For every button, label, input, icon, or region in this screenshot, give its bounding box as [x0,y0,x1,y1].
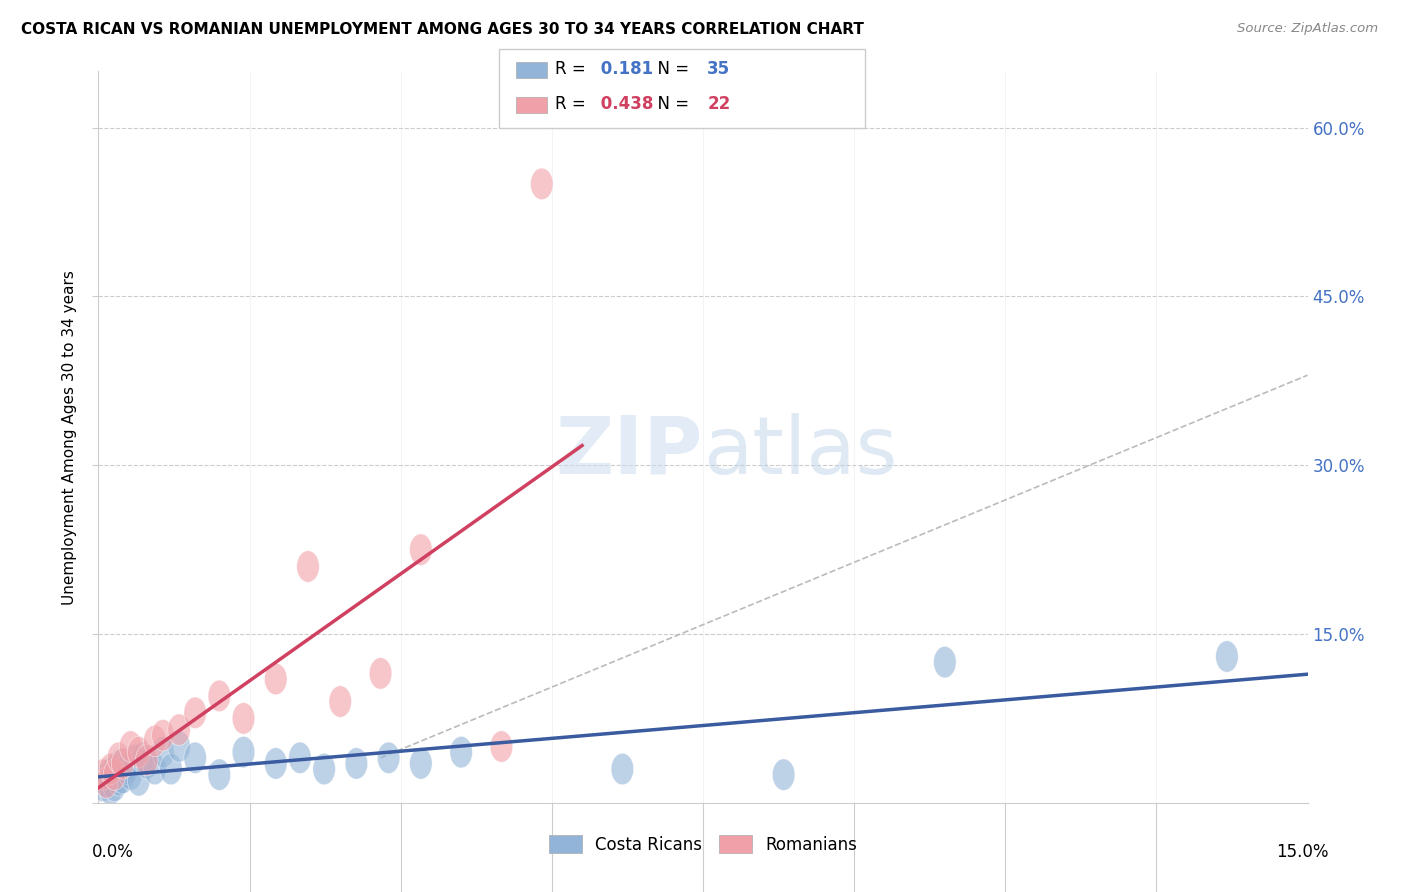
Y-axis label: Unemployment Among Ages 30 to 34 years: Unemployment Among Ages 30 to 34 years [62,269,77,605]
Ellipse shape [103,759,125,790]
Ellipse shape [132,742,155,773]
Ellipse shape [772,759,794,790]
Ellipse shape [160,753,183,785]
Text: R =: R = [555,95,592,113]
Ellipse shape [208,759,231,790]
Ellipse shape [111,747,134,780]
Ellipse shape [264,747,287,780]
Text: ZIP: ZIP [555,413,703,491]
Ellipse shape [143,725,166,756]
Ellipse shape [450,737,472,768]
Ellipse shape [329,686,352,717]
Ellipse shape [110,747,132,780]
Ellipse shape [107,764,129,796]
Text: 0.438: 0.438 [595,95,654,113]
Ellipse shape [288,742,311,773]
Ellipse shape [94,764,117,796]
Ellipse shape [232,703,254,734]
Ellipse shape [128,737,150,768]
Ellipse shape [143,753,166,785]
Ellipse shape [100,753,122,785]
Ellipse shape [120,759,142,790]
Ellipse shape [100,773,122,805]
Ellipse shape [135,744,157,776]
Ellipse shape [264,664,287,695]
Ellipse shape [111,763,134,794]
Ellipse shape [135,747,157,780]
Text: 22: 22 [707,95,731,113]
Ellipse shape [934,647,956,678]
Ellipse shape [184,742,207,773]
Ellipse shape [124,744,146,776]
Text: R =: R = [555,60,592,78]
Ellipse shape [1216,640,1239,673]
Ellipse shape [152,737,174,768]
Ellipse shape [208,680,231,712]
Ellipse shape [530,168,553,200]
Ellipse shape [184,697,207,729]
Ellipse shape [612,753,634,785]
Text: COSTA RICAN VS ROMANIAN UNEMPLOYMENT AMONG AGES 30 TO 34 YEARS CORRELATION CHART: COSTA RICAN VS ROMANIAN UNEMPLOYMENT AMO… [21,22,863,37]
Ellipse shape [370,657,392,690]
Ellipse shape [103,770,125,802]
Ellipse shape [377,742,399,773]
Ellipse shape [314,753,336,785]
Text: Source: ZipAtlas.com: Source: ZipAtlas.com [1237,22,1378,36]
Ellipse shape [167,714,190,746]
Ellipse shape [409,533,432,566]
Ellipse shape [96,767,118,798]
Ellipse shape [107,742,129,773]
Ellipse shape [232,737,254,768]
Ellipse shape [297,550,319,582]
Ellipse shape [96,767,118,798]
Text: 35: 35 [707,60,730,78]
Text: atlas: atlas [703,413,897,491]
Text: 0.181: 0.181 [595,60,652,78]
Ellipse shape [344,747,367,780]
Text: N =: N = [647,60,695,78]
Legend: Costa Ricans, Romanians: Costa Ricans, Romanians [541,829,865,860]
Ellipse shape [167,731,190,763]
Ellipse shape [120,731,142,763]
Ellipse shape [152,720,174,751]
Ellipse shape [128,764,150,796]
Ellipse shape [105,753,128,785]
Text: 15.0%: 15.0% [1277,843,1329,861]
Ellipse shape [491,731,513,763]
Text: 0.0%: 0.0% [91,843,134,861]
Ellipse shape [91,770,114,802]
Ellipse shape [115,753,138,785]
Ellipse shape [97,759,120,790]
Ellipse shape [91,759,114,790]
Ellipse shape [409,747,432,780]
Text: N =: N = [647,95,695,113]
Ellipse shape [101,756,124,787]
